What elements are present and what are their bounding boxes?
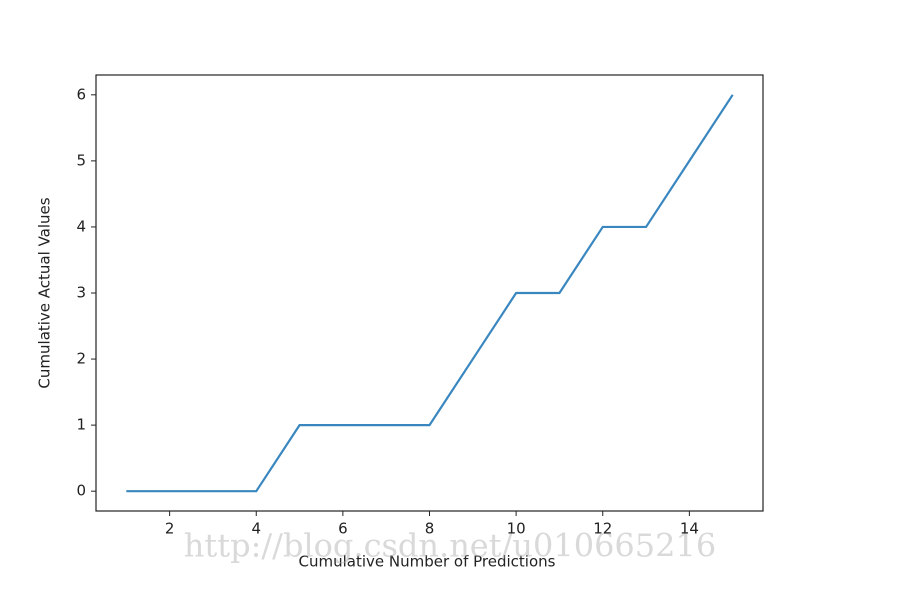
plot-frame	[95, 74, 764, 512]
y-axis-label: Cumulative Actual Values	[36, 197, 54, 388]
x-tick-label: 10	[507, 520, 526, 538]
y-tick-label: 5	[76, 151, 86, 169]
y-tick-label: 6	[76, 85, 86, 103]
x-tick-label: 14	[680, 520, 699, 538]
y-tick-label: 0	[76, 482, 86, 500]
x-tick-label: 4	[251, 520, 261, 538]
watermark: http://blog.csdn.net/u010665216	[184, 527, 716, 565]
x-axis-label: Cumulative Number of Predictions	[299, 553, 556, 571]
line-series	[126, 94, 734, 493]
x-tick-label: 8	[425, 520, 435, 538]
x-tick-label: 2	[165, 520, 175, 538]
y-tick-label: 2	[76, 350, 86, 368]
x-tick-label: 6	[338, 520, 348, 538]
y-tick-label: 1	[76, 416, 86, 434]
y-tick-label: 4	[76, 217, 86, 235]
x-tick-label: 12	[593, 520, 612, 538]
y-tick-label: 3	[76, 284, 86, 302]
